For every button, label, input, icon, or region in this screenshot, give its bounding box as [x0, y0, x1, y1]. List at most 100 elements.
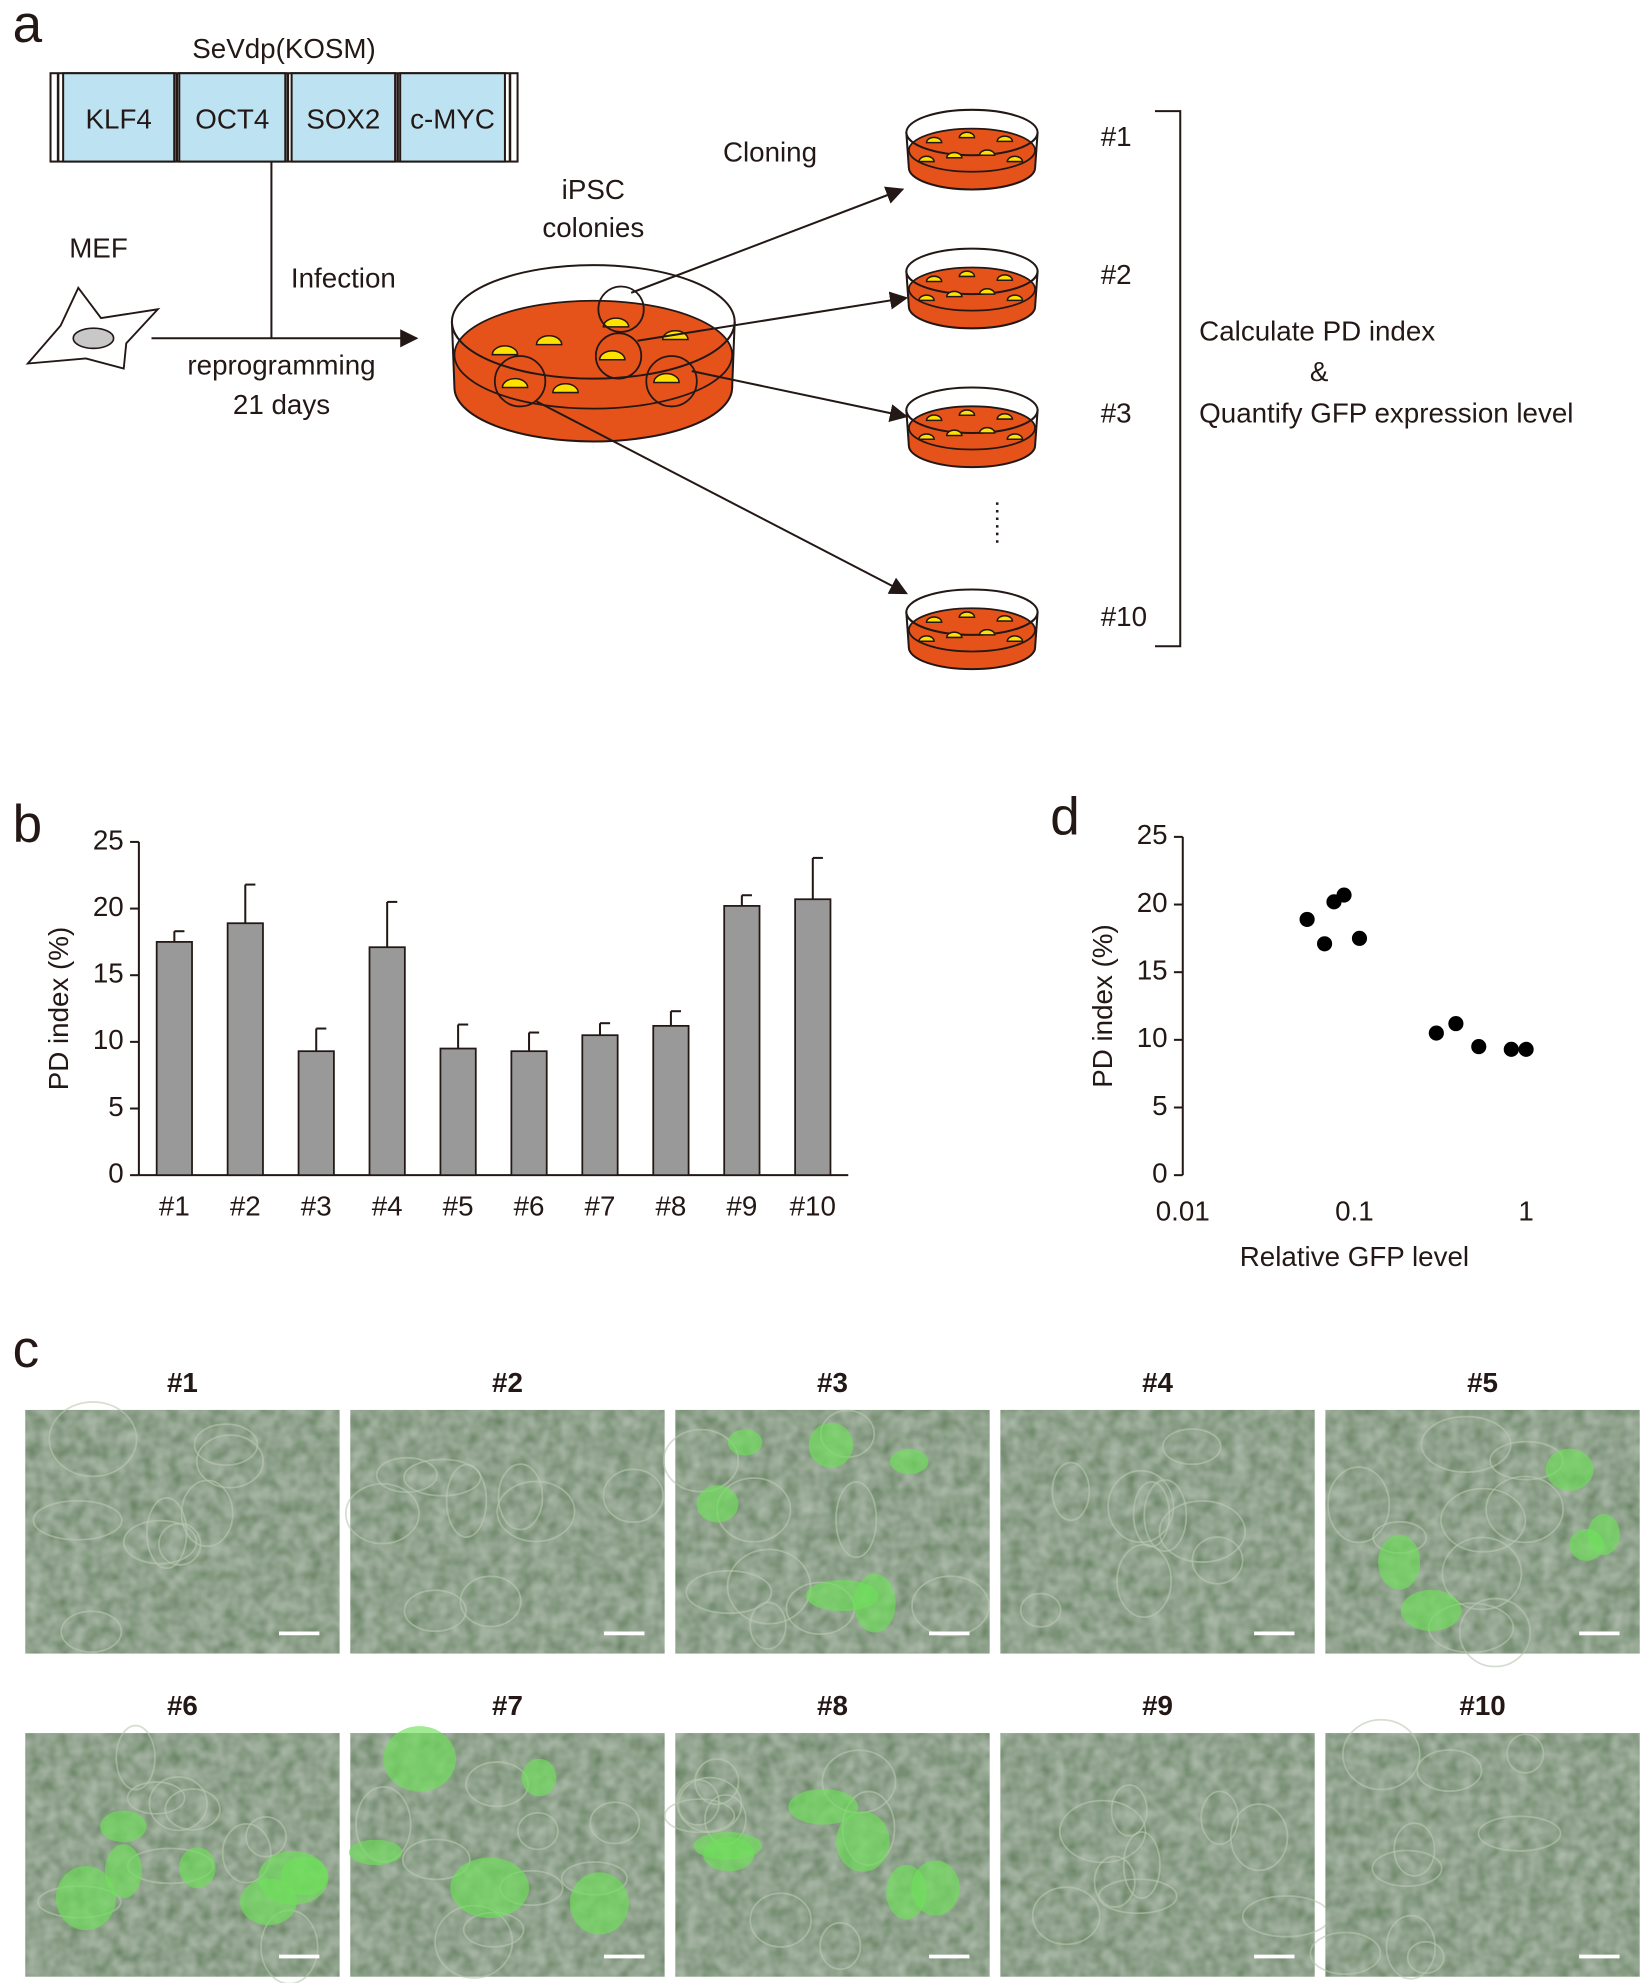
cell-colony	[1441, 1536, 1523, 1611]
y-tick-label: 25	[93, 824, 124, 855]
gfp-signal	[55, 1866, 116, 1931]
micrograph	[1325, 1409, 1640, 1668]
colony	[1006, 635, 1024, 642]
gfp-signal	[836, 1811, 890, 1872]
dish-wall	[1034, 271, 1039, 307]
dish-rim-front	[905, 132, 1039, 157]
dish-wall	[905, 132, 910, 168]
micrograph-image	[1000, 1733, 1315, 1977]
y-tick-label: 15	[1137, 955, 1168, 986]
colony	[1006, 294, 1024, 302]
x-tick-label: #3	[301, 1190, 332, 1221]
bracket	[1154, 110, 1182, 648]
y-tick-label: 15	[93, 958, 124, 989]
nucleus	[72, 327, 115, 350]
y-tick-label: 5	[108, 1091, 123, 1122]
x-tick-label: #5	[443, 1190, 474, 1221]
cell-colony	[459, 1575, 522, 1628]
cell-colony	[221, 1822, 272, 1884]
colony	[925, 136, 943, 144]
micrograph	[663, 1733, 990, 1977]
cell-colony	[1093, 1855, 1136, 1908]
cell-colony	[1158, 1500, 1247, 1563]
bar	[723, 905, 761, 1177]
gfp-signal	[348, 1839, 403, 1866]
gfp-signal	[808, 1422, 854, 1468]
cell-colony	[403, 1458, 482, 1497]
gene-label: KLF4	[86, 104, 152, 135]
cell-colony	[694, 1758, 740, 1806]
gfp-signal	[179, 1847, 216, 1889]
cell-colony	[1440, 1487, 1527, 1553]
colony	[945, 290, 963, 298]
dish-wall	[450, 321, 456, 388]
cell-colony	[193, 1423, 259, 1466]
y-axis-label: PD index (%)	[43, 927, 74, 1090]
gfp-signal	[889, 1448, 929, 1475]
colony	[918, 294, 935, 302]
colony	[958, 409, 976, 417]
cell-colony	[589, 1801, 641, 1845]
x-tick-label: #4	[372, 1190, 403, 1221]
bar	[581, 1034, 619, 1177]
cell-colony	[911, 1575, 990, 1637]
y-axis-label: PD index (%)	[1087, 924, 1118, 1087]
y-tick-label: 25	[1137, 819, 1168, 850]
point	[1503, 1041, 1519, 1057]
cell-colony	[662, 1428, 740, 1493]
micrograph-label: #6	[167, 1690, 198, 1721]
cell-colony	[1110, 1784, 1148, 1837]
gfp-signal	[727, 1429, 763, 1456]
panel-label: a	[13, 0, 43, 54]
picked-colony	[645, 355, 698, 408]
x-tick-label: #6	[514, 1190, 545, 1221]
bar	[510, 1050, 548, 1177]
point	[1471, 1039, 1487, 1055]
point	[1351, 930, 1368, 946]
x-tick-label: 0.1	[1335, 1195, 1374, 1226]
point	[1317, 936, 1333, 952]
colony	[996, 135, 1014, 143]
gene-box	[178, 72, 287, 163]
cell-colony	[1393, 1822, 1436, 1877]
micrograph-label: #1	[167, 1367, 198, 1398]
colonies-label: iPSC	[562, 174, 625, 205]
cell-colony	[1371, 1849, 1443, 1888]
clone-arrow	[536, 400, 908, 595]
clone-label: #10	[1101, 601, 1147, 632]
clone-arrow	[637, 291, 909, 342]
x-tick-label: 1	[1518, 1195, 1533, 1226]
x-tick-label: 0.01	[1156, 1195, 1210, 1226]
cell-colony	[60, 1610, 123, 1653]
colony	[996, 615, 1014, 622]
dish-wall	[731, 321, 736, 388]
cell-colony	[1420, 1415, 1512, 1474]
micrograph	[662, 1409, 990, 1654]
cell-colony	[401, 1838, 471, 1881]
gfp-signal	[1545, 1448, 1594, 1491]
bar	[794, 898, 832, 1177]
colony	[978, 426, 996, 434]
y-tick-label: 20	[93, 891, 124, 922]
cell-colony	[685, 1570, 773, 1615]
y-tick-label: 5	[1152, 1090, 1167, 1121]
dish-wall	[905, 271, 910, 307]
colony	[978, 288, 996, 295]
dish-wall	[1034, 132, 1039, 168]
micrograph-label: #5	[1467, 1367, 1498, 1398]
gene-box	[62, 72, 176, 163]
clone-label: #1	[1101, 121, 1132, 152]
colony	[945, 429, 963, 437]
dish-wall	[1034, 410, 1039, 446]
readout: Calculate PD index	[1199, 316, 1435, 347]
colony	[925, 414, 943, 422]
cell-colony	[1019, 1592, 1062, 1628]
micrograph-label: #4	[1142, 1367, 1173, 1398]
dish-wall	[905, 612, 910, 648]
panel-label: c	[13, 1320, 40, 1379]
y-tick-label: 20	[1137, 887, 1168, 918]
x-tick-label: #8	[655, 1190, 686, 1221]
clone-label: #3	[1101, 398, 1132, 429]
cell-colony	[1229, 1803, 1289, 1872]
